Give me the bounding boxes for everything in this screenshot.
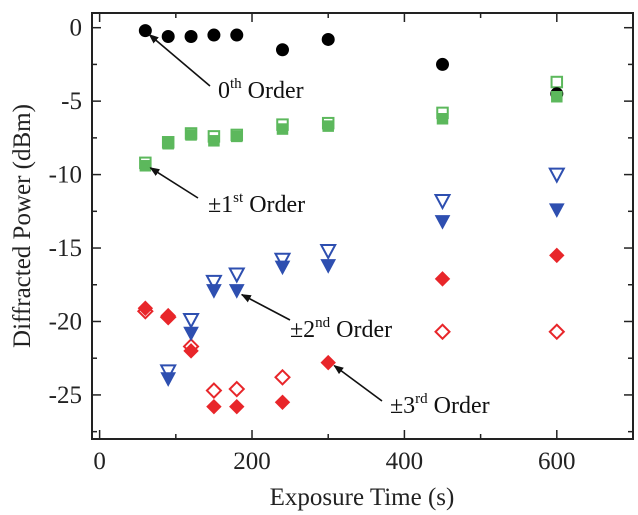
data-point-order3-filled: [229, 398, 245, 415]
y-tick-label: 0: [70, 15, 83, 42]
data-point-order2-open: [205, 274, 223, 291]
y-tick-label: -5: [61, 88, 82, 115]
annotation-arrow: [149, 167, 199, 199]
y-tick-label: -20: [49, 308, 82, 335]
data-point-order3-open: [434, 323, 451, 341]
x-tick-label: 200: [233, 448, 271, 475]
data-point-order0: [161, 30, 175, 44]
data-point-order2-filled: [548, 203, 565, 218]
data-point-order1-open: [550, 75, 564, 89]
data-point-order1-filled: [551, 90, 563, 103]
data-points: [136, 24, 566, 415]
data-point-order2-filled: [206, 284, 222, 299]
data-point-order1-filled: [208, 135, 220, 147]
x-tick-label: 400: [386, 448, 424, 475]
data-point-order3-filled: [434, 271, 451, 287]
data-point-order2-open: [182, 313, 200, 330]
annotation-label: 0th Order: [218, 76, 304, 104]
axis-ticks: [92, 13, 634, 439]
data-point-order3-filled: [206, 398, 222, 415]
plot-frame: [91, 12, 634, 440]
data-point-order2-open: [548, 167, 566, 184]
tick-labels: 0 200 400 600 0 -5 -10 -15 -20 -25: [49, 15, 576, 475]
data-point-order2-open: [159, 364, 177, 381]
y-tick-label: -25: [49, 382, 82, 409]
x-tick-label: 0: [93, 448, 106, 475]
data-point-order2-filled: [228, 284, 245, 299]
y-axis-title: Diffracted Power (dBm): [9, 104, 36, 348]
data-point-order0: [275, 43, 289, 57]
data-point-order0: [230, 28, 244, 42]
data-point-order0: [138, 24, 152, 38]
x-tick-label: 600: [538, 448, 576, 475]
data-point-order0: [184, 30, 198, 44]
data-point-order3-open: [548, 323, 566, 341]
data-point-order2-filled: [434, 215, 451, 230]
annotation-label: ±3rd Order: [390, 391, 490, 419]
data-point-order0: [321, 32, 335, 46]
data-point-order1-filled: [322, 120, 334, 132]
data-point-order1-filled: [276, 123, 289, 135]
data-point-order0: [207, 28, 221, 42]
data-point-order3-filled: [183, 343, 199, 359]
annotations: 0th Order ±1st Order ±2nd Order ±3rd Order: [148, 33, 490, 419]
data-point-order3-filled: [320, 354, 336, 371]
data-point-order2-open: [228, 267, 246, 284]
annotation-arrow: [148, 33, 211, 87]
data-point-order3-filled: [549, 247, 565, 264]
data-point-order2-filled: [320, 259, 337, 274]
data-point-order3-open: [274, 368, 291, 386]
data-point-order3-filled: [274, 394, 291, 410]
data-point-order1-filled: [139, 160, 152, 172]
data-point-order1-filled: [231, 130, 243, 143]
data-point-order2-open: [433, 194, 452, 211]
data-point-order1-filled: [436, 113, 449, 125]
data-point-order2-filled: [183, 326, 199, 342]
data-point-order3-filled: [137, 300, 154, 316]
data-point-order1-filled: [185, 129, 197, 141]
data-point-order2-filled: [274, 260, 291, 276]
data-point-order2-open: [273, 252, 292, 269]
annotation-label: ±1st Order: [208, 190, 305, 218]
annotation-label: ±2nd Order: [290, 315, 392, 343]
data-point-order2-open: [319, 243, 337, 261]
data-point-order0: [436, 57, 450, 71]
y-tick-label: -10: [49, 162, 82, 189]
annotation-arrow: [333, 364, 383, 402]
data-point-order3-filled: [160, 307, 176, 324]
data-point-order3-open: [228, 380, 246, 398]
data-point-order3-open: [205, 382, 223, 399]
data-point-order1-filled: [162, 137, 174, 150]
data-point-order2-filled: [160, 372, 177, 387]
annotation-arrow: [240, 293, 291, 321]
y-tick-label: -15: [49, 235, 82, 262]
x-axis-title: Exposure Time (s): [270, 484, 455, 511]
